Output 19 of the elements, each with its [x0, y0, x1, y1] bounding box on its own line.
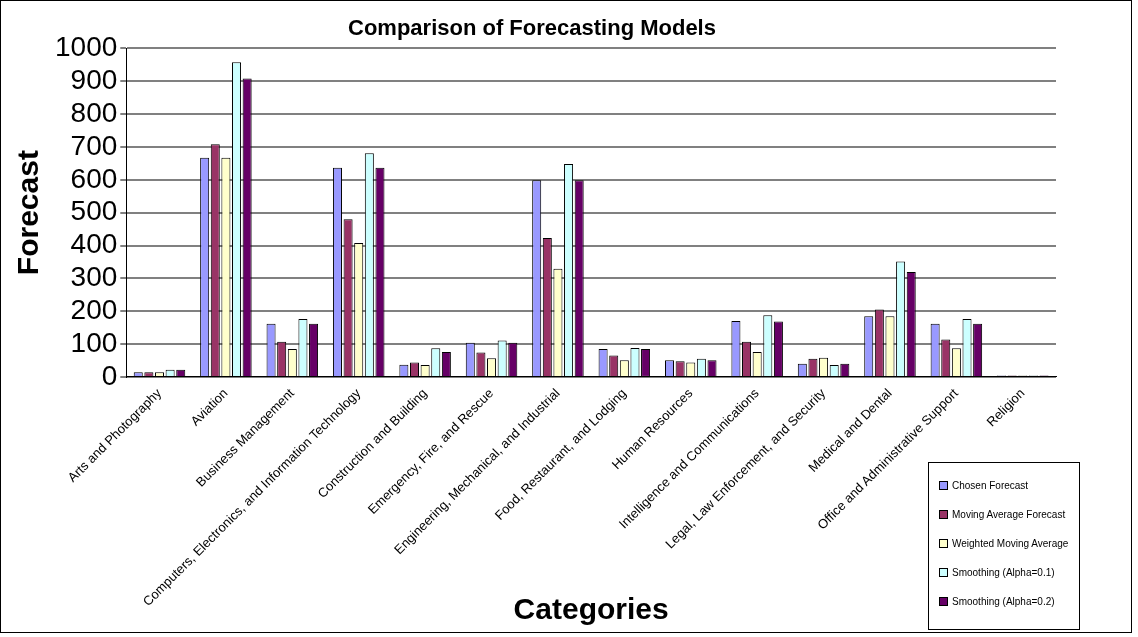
legend-label: Weighted Moving Average — [952, 538, 1069, 549]
legend-label: Chosen Forecast — [952, 480, 1029, 491]
y-tick-label: 500 — [70, 195, 118, 227]
y-tick-label: 100 — [70, 326, 118, 358]
legend-label: Smoothing (Alpha=0.2) — [952, 596, 1055, 607]
legend-label: Smoothing (Alpha=0.1) — [952, 567, 1055, 578]
y-axis-title: Forecast — [11, 150, 45, 276]
y-tick-label: 900 — [70, 63, 118, 95]
y-tick-label: 400 — [70, 228, 118, 260]
y-tick-label: 1000 — [54, 31, 118, 63]
y-tick-label: 600 — [70, 162, 118, 194]
y-tick-label: 700 — [70, 129, 118, 161]
chart-title: Comparison of Forecasting Models — [348, 15, 716, 41]
y-tick-label: 300 — [70, 261, 118, 293]
legend-label: Moving Average Forecast — [952, 509, 1066, 520]
x-axis-title: Categories — [513, 592, 669, 626]
y-tick-label: 800 — [70, 96, 118, 128]
y-tick-label: 200 — [70, 293, 118, 325]
y-tick-label: 0 — [101, 359, 118, 391]
